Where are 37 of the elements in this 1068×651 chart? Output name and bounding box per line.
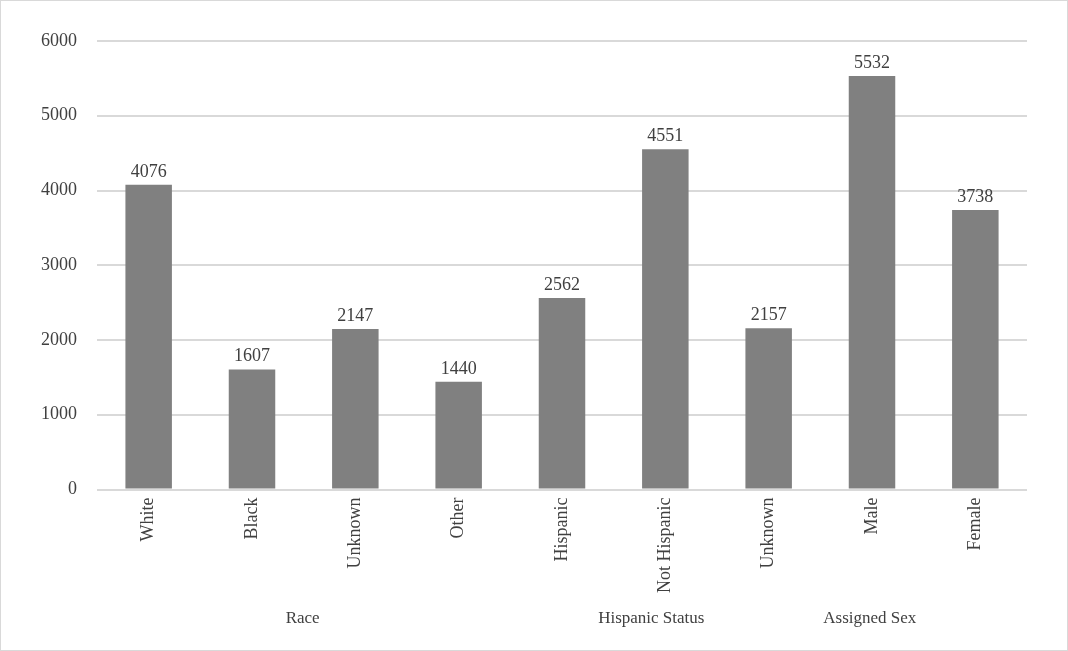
data-label: 3738 bbox=[957, 185, 994, 206]
data-label: 2562 bbox=[544, 273, 580, 294]
bar bbox=[848, 75, 896, 489]
y-tick-label: 1000 bbox=[41, 403, 77, 424]
bar bbox=[435, 381, 482, 489]
x-tick-label: Unknown bbox=[757, 497, 778, 569]
x-tick-label: Female bbox=[964, 497, 985, 551]
bar bbox=[745, 328, 792, 489]
x-tick-label: Not Hispanic bbox=[654, 497, 675, 593]
data-label: 4551 bbox=[647, 125, 684, 146]
x-tick-label: Hispanic bbox=[550, 497, 571, 562]
y-tick-label: 4000 bbox=[41, 179, 77, 200]
bar bbox=[538, 298, 586, 489]
text: Assigned Sex bbox=[823, 608, 917, 628]
bar bbox=[125, 184, 172, 489]
bar bbox=[332, 329, 379, 489]
y-tick-label: 2000 bbox=[41, 328, 77, 349]
bar bbox=[228, 369, 276, 489]
x-tick-label: Unknown bbox=[344, 497, 365, 569]
data-label: 2157 bbox=[750, 304, 787, 325]
y-tick-label: 0 bbox=[68, 478, 77, 499]
y-tick-label: 3000 bbox=[41, 253, 77, 274]
data-label: 5532 bbox=[854, 51, 890, 72]
text: Race bbox=[285, 608, 320, 628]
data-label: 2147 bbox=[337, 304, 374, 325]
bar bbox=[642, 149, 689, 489]
y-tick-label: 5000 bbox=[41, 104, 77, 125]
x-tick-label: Black bbox=[240, 497, 261, 540]
data-label: 1607 bbox=[234, 345, 270, 366]
x-tick-label: Male bbox=[860, 497, 881, 535]
bar bbox=[952, 210, 999, 489]
text: Hispanic Status bbox=[598, 608, 705, 628]
x-tick-label: Other bbox=[447, 497, 468, 539]
data-label: 4076 bbox=[130, 160, 167, 181]
x-tick-label: White bbox=[137, 497, 158, 542]
y-tick-label: 6000 bbox=[41, 29, 77, 50]
data-label: 1440 bbox=[440, 357, 477, 378]
